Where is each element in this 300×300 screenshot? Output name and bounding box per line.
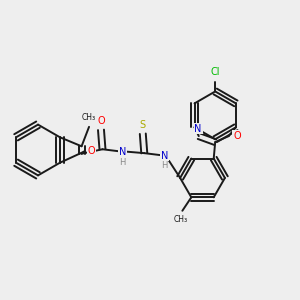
- Text: O: O: [88, 146, 96, 157]
- Text: CH₃: CH₃: [174, 215, 188, 224]
- Text: Cl: Cl: [211, 67, 220, 77]
- Text: N: N: [160, 151, 168, 160]
- Text: O: O: [233, 130, 241, 140]
- Text: O: O: [97, 116, 105, 127]
- Text: H: H: [119, 158, 126, 166]
- Text: H: H: [161, 161, 167, 170]
- Text: CH₃: CH₃: [82, 113, 96, 122]
- Text: N: N: [119, 147, 126, 157]
- Text: S: S: [140, 120, 146, 130]
- Text: N: N: [194, 124, 202, 134]
